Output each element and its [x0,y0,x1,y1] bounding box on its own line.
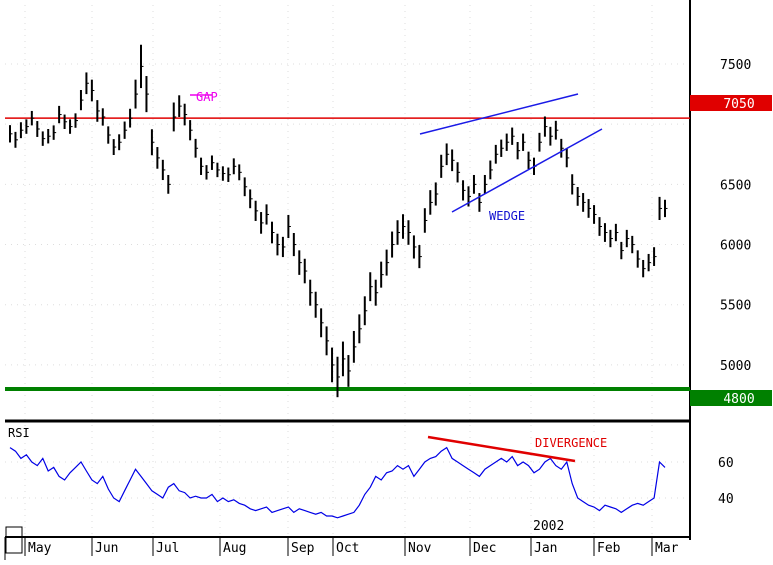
month-label: Nov [408,541,432,556]
wedge-lower-trendline [451,128,603,213]
support-price-badge [690,390,772,406]
price-bars [9,44,668,398]
rsi-axis-labels: 40 60 [718,456,734,507]
month-label: Jul [156,541,179,556]
month-label: Jun [95,541,118,556]
price-tick-label: 6500 [720,178,751,193]
wedge-label: WEDGE [489,209,525,223]
rsi-grid [5,461,690,499]
scroll-box[interactable] [5,526,23,554]
price-tick-label: 5000 [720,359,751,374]
year-label: 2002 [533,519,564,534]
gap-label: GAP [196,90,218,104]
price-tick-label: 5500 [720,299,751,314]
resistance-price-badge [690,95,772,111]
rsi-title: RSI [8,426,30,440]
resistance-price-label: 7050 [723,97,754,112]
month-label: Feb [597,541,621,556]
price-axis-labels: 5000 5500 6000 6500 7500 [720,58,751,374]
support-price-label: 4800 [723,392,754,407]
divergence-label: DIVERGENCE [535,436,607,450]
month-label: Aug [223,541,246,556]
month-label: Oct [336,541,359,556]
divergence-line [427,435,576,463]
x-axis-month-labels: May Jun Jul Aug Sep Oct Nov Dec Jan Feb Mar [24,537,679,556]
price-tick-label: 7500 [720,58,751,73]
rsi-tick-label: 40 [718,492,734,507]
month-label: May [28,541,52,556]
wedge-upper-trendline [419,93,579,135]
month-label: Mar [655,541,679,556]
month-label: Sep [291,541,315,556]
price-tick-label: 6000 [720,239,751,254]
price-grid [5,5,690,537]
rsi-line [9,446,666,519]
month-label: Jan [534,541,557,556]
rsi-tick-label: 60 [718,456,734,471]
month-label: Dec [473,541,496,556]
